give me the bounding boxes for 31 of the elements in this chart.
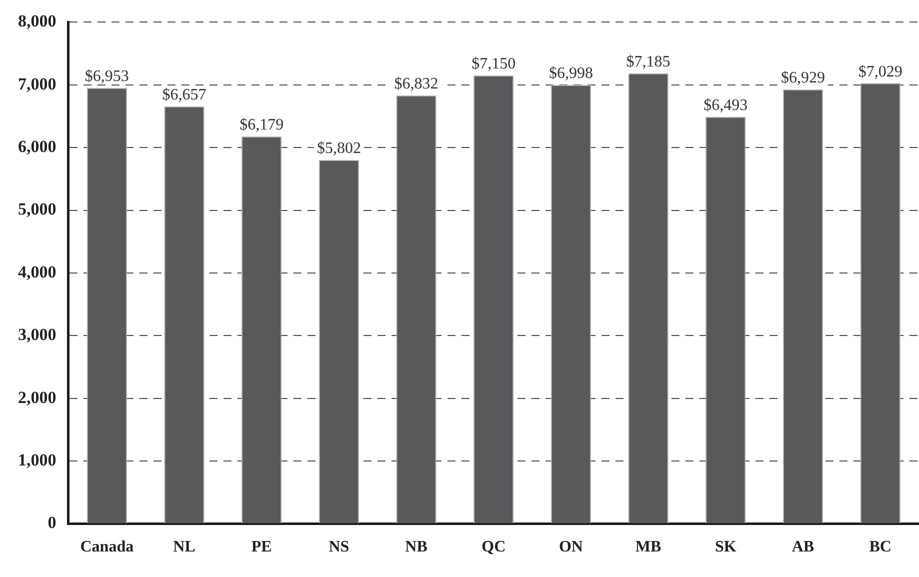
y-tick-label: 3,000 (18, 325, 56, 344)
data-label: $7,029 (858, 63, 902, 80)
y-tick-label: 2,000 (18, 388, 56, 407)
x-tick-label: QC (482, 538, 506, 556)
data-label: $5,802 (316, 140, 361, 158)
y-tick-label: 7,000 (18, 74, 56, 94)
data-label: $6,493 (704, 96, 748, 114)
data-label: $6,998 (548, 65, 593, 82)
x-tick-label: SK (714, 538, 737, 556)
x-tick-label: AB (792, 538, 814, 556)
y-tick-label: 0 (48, 513, 56, 532)
x-tick-label: ON (558, 538, 584, 556)
data-label: $7,185 (626, 54, 670, 71)
data-label: $6,832 (394, 76, 438, 93)
data-label: $6,179 (240, 116, 284, 134)
data-label: $6,929 (780, 70, 825, 87)
x-tick-label: NL (173, 538, 196, 556)
x-tick-label: NS (328, 538, 350, 556)
x-tick-label: Canada (80, 538, 134, 556)
x-tick-label: BC (869, 538, 892, 556)
data-label: $7,150 (472, 56, 516, 73)
data-label: $6,657 (162, 86, 206, 104)
y-tick-label: 4,000 (18, 262, 56, 282)
y-tick-label: 1,000 (18, 450, 56, 470)
x-tick-label: PE (251, 538, 272, 556)
y-tick-label: 5,000 (18, 200, 56, 219)
x-tick-label: MB (635, 538, 662, 556)
y-tick-label: 6,000 (18, 136, 56, 156)
y-tick-label: 8,000 (18, 12, 56, 31)
data-label: $6,953 (84, 68, 129, 86)
x-tick-label: NB (405, 538, 428, 556)
